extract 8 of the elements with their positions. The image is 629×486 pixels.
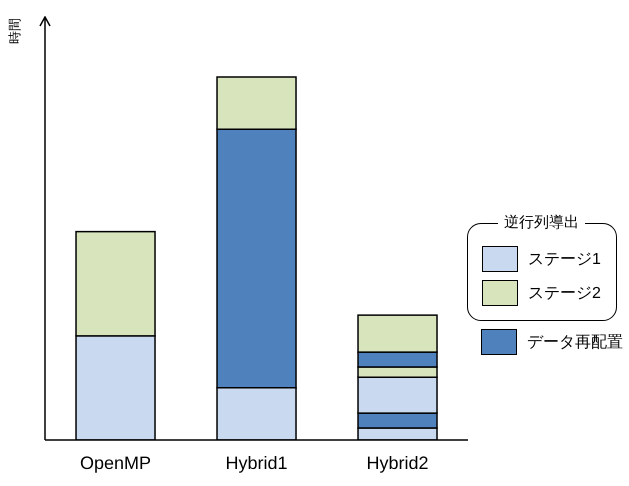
x-tick-label: OpenMP: [80, 452, 152, 473]
x-tick-label: Hybrid2: [366, 452, 429, 473]
legend-title: 逆行列導出: [498, 213, 585, 232]
legend-label: ステージ2: [528, 284, 601, 304]
x-tick-label: Hybrid1: [225, 452, 288, 473]
legend-label: ステージ1: [528, 250, 601, 270]
y-axis-title: 時間: [7, 18, 22, 44]
legend-label: データ再配置: [527, 332, 623, 352]
